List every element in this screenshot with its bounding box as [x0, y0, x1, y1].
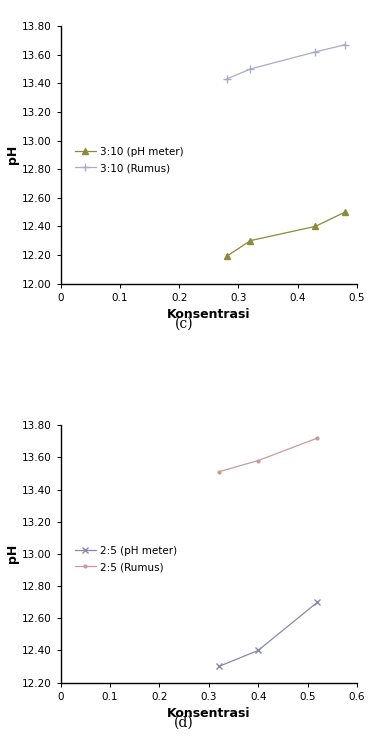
Line: 3:10 (Rumus): 3:10 (Rumus)	[222, 40, 349, 84]
Y-axis label: pH: pH	[6, 145, 19, 164]
Line: 2:5 (Rumus): 2:5 (Rumus)	[216, 435, 320, 474]
3:10 (pH meter)	[224, 252, 229, 261]
3:10 (pH meter)	[313, 222, 318, 231]
2:5 (pH meter)	[256, 646, 261, 655]
Text: (c): (c)	[175, 317, 193, 331]
X-axis label: Konsentrasi: Konsentrasi	[167, 308, 251, 321]
3:10 (pH meter)	[343, 207, 347, 216]
2:5 (Rumus)	[256, 456, 261, 465]
2:5 (pH meter)	[216, 662, 221, 671]
Legend: 2:5 (pH meter), 2:5 (Rumus): 2:5 (pH meter), 2:5 (Rumus)	[72, 543, 180, 575]
Line: 2:5 (pH meter): 2:5 (pH meter)	[215, 599, 321, 670]
3:10 (Rumus)	[313, 48, 318, 57]
3:10 (Rumus)	[248, 65, 252, 74]
3:10 (pH meter)	[248, 236, 252, 245]
Legend: 3:10 (pH meter), 3:10 (Rumus): 3:10 (pH meter), 3:10 (Rumus)	[72, 144, 187, 176]
Text: (d): (d)	[174, 716, 194, 730]
Line: 3:10 (pH meter): 3:10 (pH meter)	[224, 210, 348, 259]
2:5 (Rumus)	[216, 467, 221, 476]
Y-axis label: pH: pH	[6, 545, 19, 563]
2:5 (pH meter)	[315, 598, 320, 606]
3:10 (Rumus)	[343, 40, 347, 49]
2:5 (Rumus)	[315, 433, 320, 442]
X-axis label: Konsentrasi: Konsentrasi	[167, 707, 251, 720]
3:10 (Rumus)	[224, 75, 229, 84]
